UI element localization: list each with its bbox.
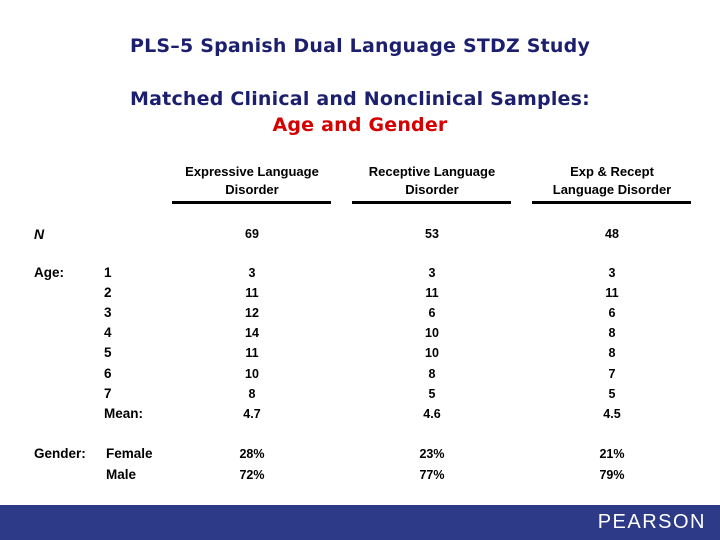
age-value: 11	[245, 286, 259, 300]
age-value: 4.6	[423, 407, 441, 421]
gender-value: 28%	[239, 447, 265, 461]
n-value: 48	[605, 227, 619, 241]
column-header-line: Disorder	[405, 182, 459, 197]
gender-value: 77%	[419, 468, 445, 482]
column-header-combined: Exp & Recept Language Disorder	[527, 163, 697, 199]
column-divider	[532, 201, 691, 204]
column-header-expressive: Expressive Language Disorder	[167, 163, 337, 199]
age-value: 10	[245, 367, 259, 381]
page-subtitle-accent: Age and Gender	[272, 114, 448, 136]
gender-row-label: Male	[106, 467, 137, 482]
age-value: 11	[605, 286, 619, 300]
age-value: 5	[428, 387, 436, 401]
page-title: PLS–5 Spanish Dual Language STDZ Study	[129, 35, 591, 57]
age-value: 4.7	[243, 407, 261, 421]
n-value: 53	[425, 227, 439, 241]
column-header-line: Receptive Language	[368, 164, 496, 179]
age-value: 6	[608, 306, 616, 320]
gender-value: 21%	[599, 447, 625, 461]
age-value: 4.5	[603, 407, 621, 421]
age-row-label: 2	[104, 285, 112, 300]
gender-value: 79%	[599, 468, 625, 482]
column-header-line: Disorder	[225, 182, 279, 197]
column-divider	[172, 201, 331, 204]
n-value: 69	[245, 227, 259, 241]
age-value: 10	[425, 326, 439, 340]
age-value: 8	[608, 326, 616, 340]
age-value: 12	[245, 306, 259, 320]
age-value: 8	[428, 367, 436, 381]
age-row-label: Mean:	[104, 406, 144, 421]
age-label: Age:	[34, 265, 64, 280]
column-divider	[352, 201, 511, 204]
column-header-receptive: Receptive Language Disorder	[347, 163, 517, 199]
gender-value: 23%	[419, 447, 445, 461]
age-row-label: 4	[104, 325, 112, 340]
age-row-label: 5	[104, 345, 112, 360]
gender-label: Gender:	[34, 446, 86, 461]
age-value: 5	[608, 387, 616, 401]
pearson-logo: PEARSON	[597, 511, 706, 533]
column-header-line: Exp & Recept	[570, 164, 654, 179]
age-value: 11	[245, 346, 259, 360]
age-value: 3	[248, 266, 256, 280]
age-value: 8	[608, 346, 616, 360]
age-row-label: 6	[104, 366, 112, 381]
column-header-line: Expressive Language	[185, 164, 319, 179]
age-value: 3	[608, 266, 616, 280]
age-value: 7	[608, 367, 616, 381]
age-value: 10	[425, 346, 439, 360]
age-value: 3	[428, 266, 436, 280]
age-row-label: 7	[104, 386, 112, 401]
age-row-label: 3	[104, 305, 112, 320]
age-value: 14	[245, 326, 259, 340]
page-subtitle: Matched Clinical and Nonclinical Samples…	[130, 88, 590, 110]
gender-value: 72%	[239, 468, 265, 482]
age-value: 8	[248, 387, 256, 401]
footer-bar: PEARSON	[0, 505, 720, 540]
age-value: 6	[428, 306, 436, 320]
age-row-label: 1	[104, 265, 112, 280]
n-label: N	[34, 226, 45, 242]
column-header-line: Language Disorder	[552, 182, 672, 197]
age-value: 11	[425, 286, 439, 300]
gender-row-label: Female	[106, 446, 153, 461]
